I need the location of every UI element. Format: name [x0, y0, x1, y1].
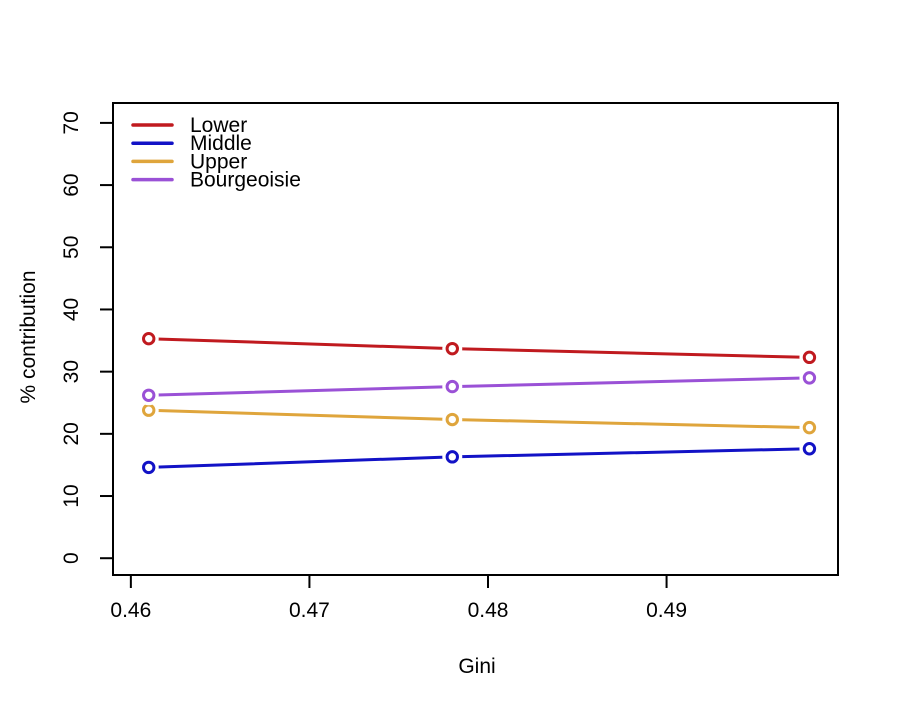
data-point-upper	[802, 420, 817, 435]
x-tick-label: 0.46	[110, 599, 151, 622]
series-line-lower	[147, 337, 811, 359]
y-tick-label: 60	[60, 173, 83, 196]
y-axis-title: % contribution	[17, 270, 40, 403]
y-tick-label: 0	[60, 552, 83, 564]
legend-label-upper: Upper	[190, 150, 247, 173]
data-point-lower	[802, 350, 817, 365]
y-tick-label: 50	[60, 236, 83, 259]
y-tick-label: 40	[60, 298, 83, 321]
y-tick-label: 30	[60, 360, 83, 383]
data-series	[138, 328, 820, 478]
legend-label-lower: Lower	[190, 114, 247, 137]
data-point-bourgeoisie	[802, 371, 817, 385]
data-point-middle	[142, 460, 156, 475]
plot-border	[112, 102, 839, 576]
series-line-bourgeoisie	[147, 376, 811, 397]
data-point-lower	[142, 331, 156, 346]
data-point-upper	[445, 412, 459, 427]
data-point-bourgeoisie	[445, 379, 459, 394]
data-point-upper	[142, 403, 156, 417]
x-tick-label: 0.49	[646, 599, 687, 622]
series-line-upper	[147, 408, 811, 430]
y-tick-label: 70	[60, 111, 83, 134]
x-tick-label: 0.47	[289, 599, 330, 622]
data-point-middle	[802, 442, 817, 456]
legend-label-middle: Middle	[190, 132, 252, 155]
y-tick-label: 20	[60, 422, 83, 445]
x-axis-title: Gini	[458, 655, 495, 678]
x-tick-label: 0.48	[468, 599, 509, 622]
data-point-bourgeoisie	[142, 388, 156, 402]
x-axis-ticks: 0.46 0.47 0.48 0.49	[110, 575, 687, 622]
data-point-middle	[445, 450, 459, 464]
y-tick-label: 10	[60, 484, 83, 507]
legend-label-bourgeoisie: Bourgeoisie	[190, 169, 301, 192]
data-point-lower	[445, 341, 459, 356]
y-axis-ticks: 0 10 20 30 40 50 60 70	[60, 111, 113, 564]
series-line-middle	[147, 447, 811, 469]
